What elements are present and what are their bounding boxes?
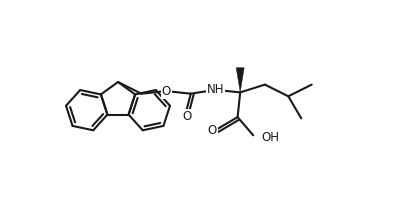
Text: O: O [183, 110, 192, 123]
Polygon shape [236, 68, 244, 92]
Text: NH: NH [207, 83, 224, 96]
Text: OH: OH [261, 131, 279, 144]
Text: O: O [162, 85, 171, 98]
Text: O: O [208, 124, 217, 137]
